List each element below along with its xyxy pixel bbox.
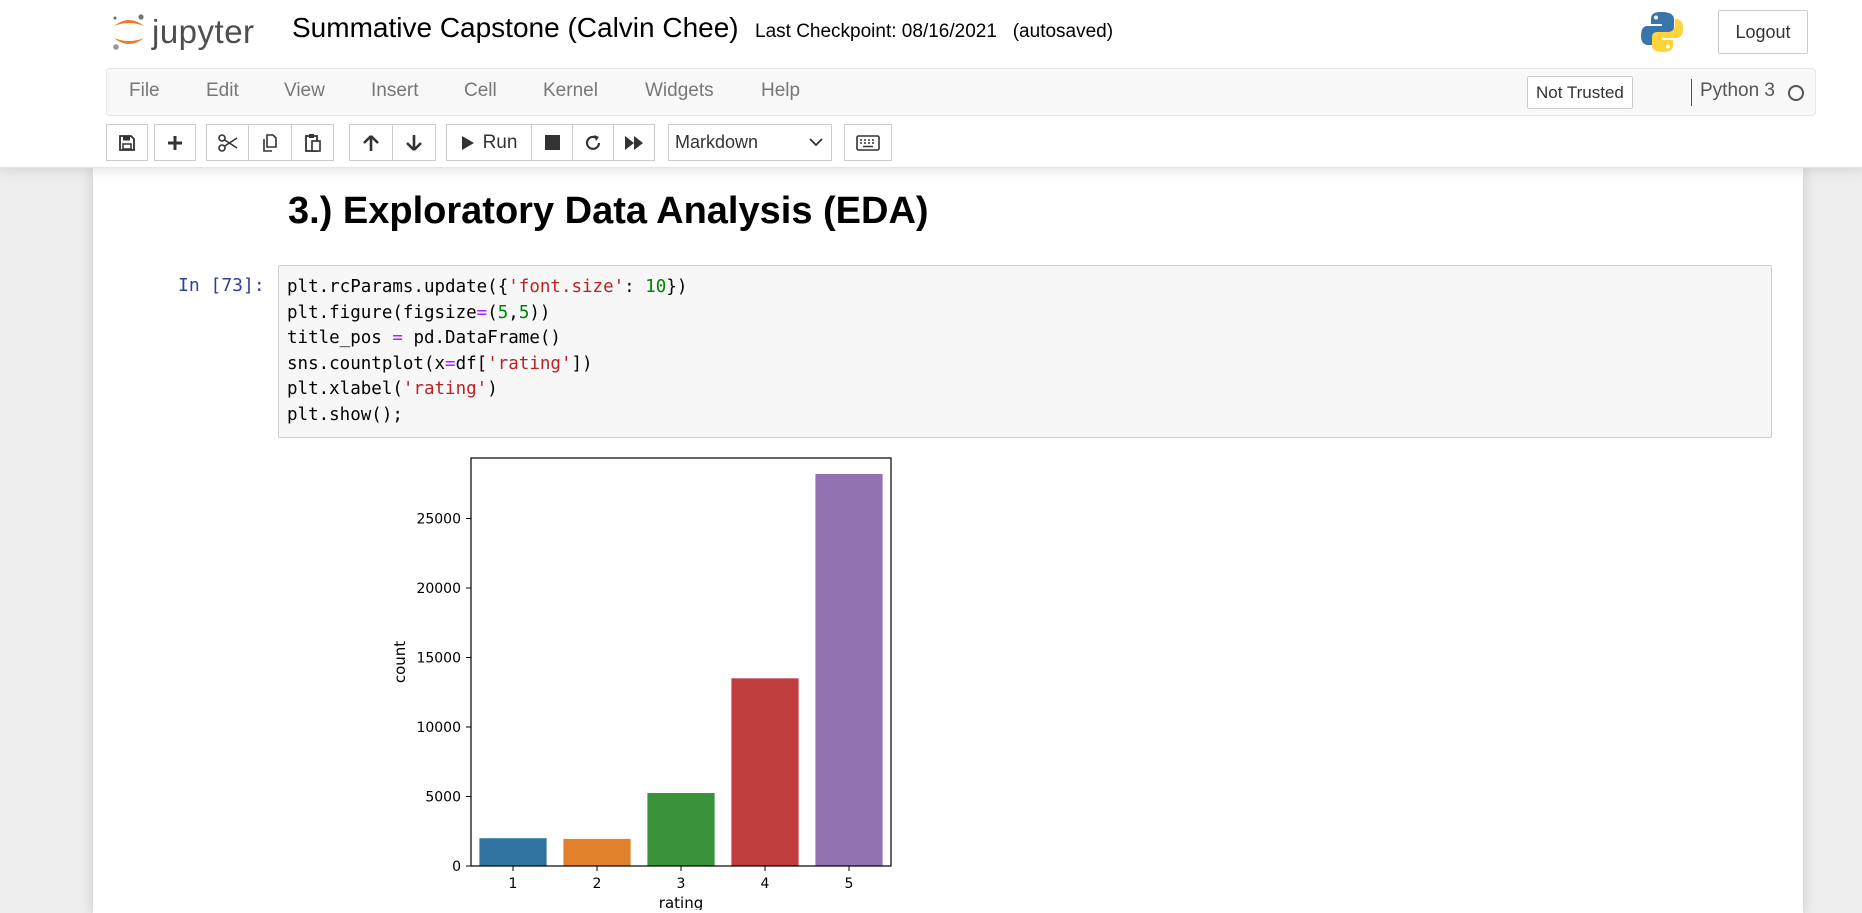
menu-edit[interactable]: Edit	[206, 80, 239, 101]
restart-run-all-button[interactable]	[613, 124, 655, 161]
notebook-header: jupyter Summative Capstone (Calvin Chee)…	[0, 0, 1862, 168]
move-up-button[interactable]	[349, 124, 393, 161]
y-tick-label: 5000	[425, 789, 461, 805]
fast-forward-icon	[625, 135, 643, 150]
kernel-status-icon	[1788, 85, 1804, 101]
run-label: Run	[482, 131, 518, 153]
cut-button[interactable]	[206, 124, 249, 161]
x-axis-label: rating	[659, 894, 703, 910]
code-line: plt.figure(figsize=(5,5))	[287, 302, 551, 323]
copy-icon	[263, 133, 277, 152]
keyboard-icon	[856, 134, 880, 151]
countplot-chart: 0 5000 10000 15000 20000 25000 1 2 3 4 5 rating coun…	[391, 457, 892, 910]
arrow-down-icon	[406, 134, 422, 151]
bar-rating-2	[563, 838, 631, 866]
stop-icon	[544, 135, 560, 150]
arrow-up-icon	[363, 134, 379, 151]
plus-icon	[168, 135, 182, 150]
jupyter-logo[interactable]: jupyter	[110, 10, 255, 54]
jupyter-logo-icon	[113, 14, 144, 50]
x-tick-label: 2	[593, 876, 602, 892]
notebook-name[interactable]: Summative Capstone (Calvin Chee)	[292, 12, 739, 43]
save-button[interactable]	[106, 124, 148, 161]
code-line: plt.xlabel('rating')	[287, 379, 498, 400]
scissors-icon	[217, 133, 237, 152]
run-button[interactable]: Run	[446, 124, 532, 161]
menu-widgets[interactable]: Widgets	[645, 80, 714, 101]
y-axis-label: count	[391, 641, 409, 683]
restart-kernel-button[interactable]	[572, 124, 614, 161]
markdown-heading[interactable]: 3.) Exploratory Data Analysis (EDA)	[288, 190, 929, 232]
jupyter-logo-text: jupyter	[152, 13, 255, 50]
chevron-down-icon	[809, 138, 823, 147]
paste-icon	[304, 133, 321, 152]
python-logo-icon	[1641, 12, 1683, 52]
bar-rating-5	[815, 474, 883, 866]
copy-button[interactable]	[248, 124, 292, 161]
kernel-divider	[1691, 79, 1692, 106]
menu-cell[interactable]: Cell	[464, 80, 497, 101]
bar-rating-4	[731, 678, 799, 866]
x-tick-label: 1	[509, 876, 518, 892]
menu-bar: File Edit View Insert Cell Kernel Widget…	[106, 68, 1816, 116]
y-tick-label: 0	[452, 859, 461, 875]
bar-rating-1	[479, 838, 547, 866]
code-cell-input[interactable]: plt.rcParams.update({'font.size': 10}) p…	[278, 265, 1772, 438]
play-icon	[461, 135, 474, 150]
command-palette-button[interactable]	[844, 124, 892, 161]
paste-button[interactable]	[291, 124, 334, 161]
toolbar: Run Markdown	[106, 124, 1816, 162]
y-tick-label: 25000	[416, 511, 461, 527]
menu-help[interactable]: Help	[761, 80, 801, 101]
move-down-button[interactable]	[392, 124, 436, 161]
logout-button[interactable]: Logout	[1718, 10, 1808, 54]
top-bar: jupyter Summative Capstone (Calvin Chee)…	[0, 0, 1862, 68]
x-tick-label: 5	[845, 876, 854, 892]
x-tick-label: 3	[677, 876, 686, 892]
menu-insert[interactable]: Insert	[371, 80, 419, 101]
menu-kernel[interactable]: Kernel	[543, 80, 598, 101]
y-tick-label: 20000	[416, 581, 461, 597]
y-tick-label: 10000	[416, 720, 461, 736]
code-line: sns.countplot(x=df['rating'])	[287, 353, 593, 374]
bar-rating-3	[647, 793, 715, 866]
code-line: title_pos = pd.DataFrame()	[287, 328, 561, 349]
x-tick-label: 4	[761, 876, 770, 892]
checkpoint-status: Last Checkpoint: 08/16/2021 (autosaved)	[755, 21, 1114, 42]
restart-icon	[585, 134, 601, 150]
code-line: plt.rcParams.update({'font.size': 10})	[287, 277, 688, 297]
cell-type-select[interactable]: Markdown	[668, 124, 832, 161]
menu-file[interactable]: File	[129, 80, 160, 101]
kernel-name: Python 3	[1700, 80, 1775, 101]
interrupt-kernel-button[interactable]	[531, 124, 573, 161]
save-icon	[119, 134, 135, 151]
menu-view[interactable]: View	[284, 80, 325, 101]
insert-cell-button[interactable]	[154, 124, 196, 161]
cell-type-value: Markdown	[675, 132, 759, 152]
code-line: plt.show();	[287, 404, 403, 425]
y-tick-label: 15000	[416, 650, 461, 666]
not-trusted-button[interactable]: Not Trusted	[1527, 76, 1633, 109]
input-prompt: In [73]:	[178, 275, 265, 296]
notebook-container: 3.) Exploratory Data Analysis (EDA) In […	[93, 168, 1803, 913]
